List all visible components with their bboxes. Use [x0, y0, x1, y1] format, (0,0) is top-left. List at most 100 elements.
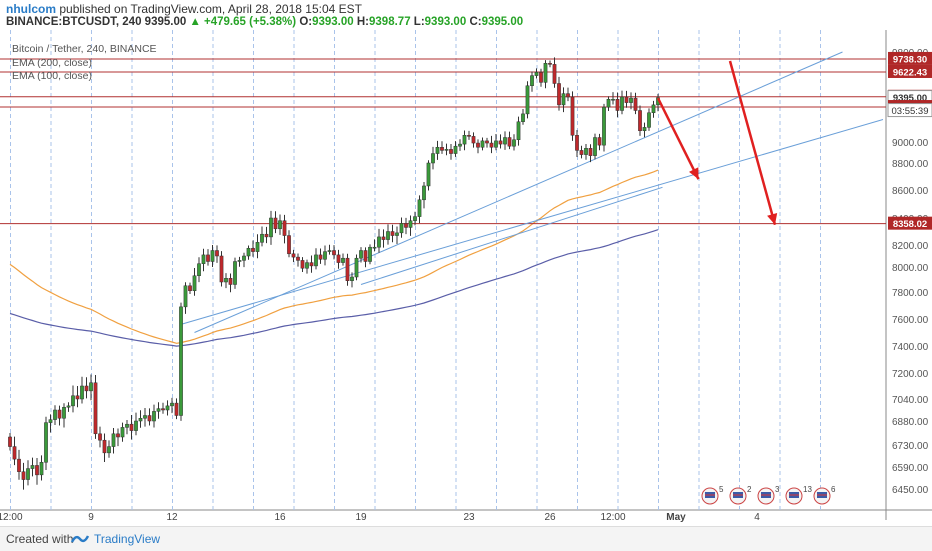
legend-ema100[interactable]: EMA (100, close) [12, 70, 92, 82]
candle-body[interactable] [336, 254, 341, 263]
candle-body[interactable] [417, 199, 422, 217]
candle-body[interactable] [489, 142, 494, 148]
candle-body[interactable] [264, 233, 269, 238]
candle-body[interactable] [629, 97, 633, 103]
candle-body[interactable] [219, 255, 224, 283]
candle-body[interactable] [372, 246, 377, 249]
candle-body[interactable] [480, 140, 485, 148]
legend-ema200[interactable]: EMA (200, close) [12, 57, 92, 69]
candle-body[interactable] [98, 433, 102, 441]
event-flag-icon[interactable] [813, 487, 831, 505]
candle-body[interactable] [89, 382, 93, 392]
candle-body[interactable] [345, 257, 350, 281]
candle-body[interactable] [327, 250, 332, 252]
candle-body[interactable] [233, 261, 237, 285]
candle-body[interactable] [386, 231, 390, 240]
candle-body[interactable] [192, 275, 197, 291]
candle-body[interactable] [66, 405, 71, 408]
candle-body[interactable] [467, 135, 471, 137]
candle-body[interactable] [48, 419, 53, 423]
candle-body[interactable] [552, 64, 557, 84]
candle-body[interactable] [134, 420, 138, 431]
projection-arrow-long[interactable] [728, 60, 777, 226]
candle-body[interactable] [102, 439, 107, 454]
candle-body[interactable] [408, 220, 413, 228]
candle-body[interactable] [561, 93, 566, 106]
candle-body[interactable] [138, 418, 143, 422]
trendline-short[interactable] [360, 186, 663, 285]
chart-area[interactable]: 9800.009000.008800.008600.008400.008200.… [0, 30, 932, 525]
candle-body[interactable] [179, 306, 183, 416]
candle-body[interactable] [291, 253, 296, 258]
candle-body[interactable] [597, 137, 602, 146]
candle-body[interactable] [242, 255, 246, 261]
candle-body[interactable] [228, 278, 233, 285]
candle-body[interactable] [606, 99, 611, 108]
candle-body[interactable] [287, 235, 291, 255]
candle-body[interactable] [8, 436, 12, 447]
candle-body[interactable] [440, 147, 444, 151]
candle-body[interactable] [642, 127, 647, 131]
candle-body[interactable] [273, 217, 278, 230]
candle-body[interactable] [543, 63, 548, 83]
candle-body[interactable] [143, 415, 147, 419]
candle-body[interactable] [53, 409, 57, 420]
candle-body[interactable] [165, 405, 170, 411]
candle-body[interactable] [224, 278, 228, 283]
candle-body[interactable] [246, 248, 251, 257]
candle-body[interactable] [188, 285, 192, 291]
candle-body[interactable] [651, 104, 656, 113]
candle-body[interactable] [210, 250, 215, 262]
ema200-line[interactable] [9, 229, 659, 347]
candle-body[interactable] [183, 285, 188, 308]
projection-arrow-short[interactable] [656, 97, 700, 180]
candle-body[interactable] [323, 251, 327, 260]
candle-body[interactable] [147, 415, 152, 422]
username-link[interactable]: nhulcom [6, 2, 56, 16]
candle-body[interactable] [152, 411, 156, 422]
candle-body[interactable] [237, 260, 242, 262]
candle-body[interactable] [300, 260, 305, 269]
candle-body[interactable] [116, 433, 120, 438]
candle-body[interactable] [107, 446, 111, 454]
candle-body[interactable] [615, 99, 620, 111]
candle-body[interactable] [579, 150, 584, 155]
candle-body[interactable] [498, 140, 503, 145]
candle-body[interactable] [525, 85, 530, 115]
candle-body[interactable] [309, 262, 314, 267]
candle-body[interactable] [539, 72, 543, 83]
candle-body[interactable] [354, 257, 359, 278]
candle-body[interactable] [341, 257, 345, 263]
candle-body[interactable] [260, 233, 264, 243]
candle-body[interactable] [84, 385, 89, 392]
candle-body[interactable] [269, 217, 273, 238]
candle-body[interactable] [215, 250, 219, 257]
candle-body[interactable] [584, 148, 588, 155]
candle-body[interactable] [206, 254, 210, 262]
candle-body[interactable] [71, 395, 75, 407]
candle-body[interactable] [453, 145, 458, 154]
candle-body[interactable] [278, 220, 282, 230]
candle-body[interactable] [201, 254, 206, 264]
candle-body[interactable] [282, 220, 287, 236]
candle-body[interactable] [449, 149, 453, 154]
candle-body[interactable] [593, 137, 597, 156]
candle-body[interactable] [431, 153, 435, 164]
trendline-lower[interactable] [180, 119, 884, 325]
candle-body[interactable] [359, 250, 363, 259]
candle-body[interactable] [422, 185, 426, 201]
candle-body[interactable] [399, 223, 404, 234]
candle-body[interactable] [570, 96, 575, 136]
candle-body[interactable] [620, 96, 624, 111]
candle-body[interactable] [458, 143, 462, 147]
candle-body[interactable] [75, 395, 80, 400]
candle-body[interactable] [588, 148, 593, 156]
candle-body[interactable] [363, 250, 368, 262]
candle-body[interactable] [120, 427, 125, 438]
candle-body[interactable] [305, 262, 309, 269]
candle-body[interactable] [30, 465, 35, 469]
candle-body[interactable] [12, 446, 17, 460]
candle-body[interactable] [390, 231, 395, 236]
candle-body[interactable] [566, 93, 570, 98]
candle-body[interactable] [381, 236, 386, 240]
